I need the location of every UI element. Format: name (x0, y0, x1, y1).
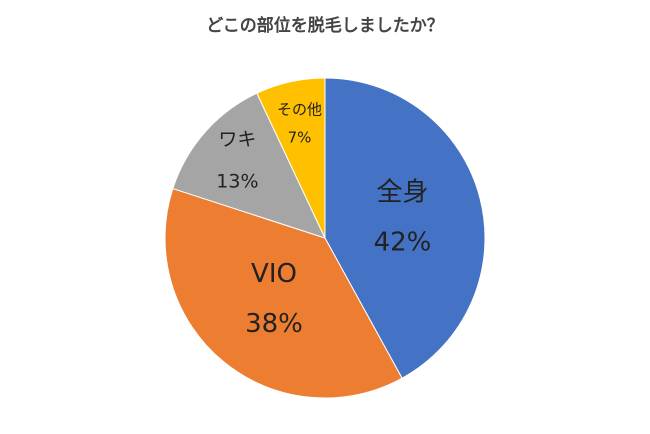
pie-slice (172, 92, 326, 239)
chart-title: どこの部位を脱毛しましたか？ (206, 15, 444, 36)
pie-slice (256, 77, 326, 239)
slice-label: VIO (251, 259, 297, 289)
value-label: 7% (288, 129, 312, 147)
slice-label: その他 (277, 101, 322, 119)
value-label: 38% (245, 309, 303, 339)
value-label: 42% (374, 228, 432, 258)
pie-slice (164, 187, 403, 399)
slice-label: 全身 (376, 178, 428, 208)
pie-slice (324, 77, 486, 379)
slice-label: ワキ (218, 128, 256, 150)
value-label: 13% (216, 170, 258, 192)
